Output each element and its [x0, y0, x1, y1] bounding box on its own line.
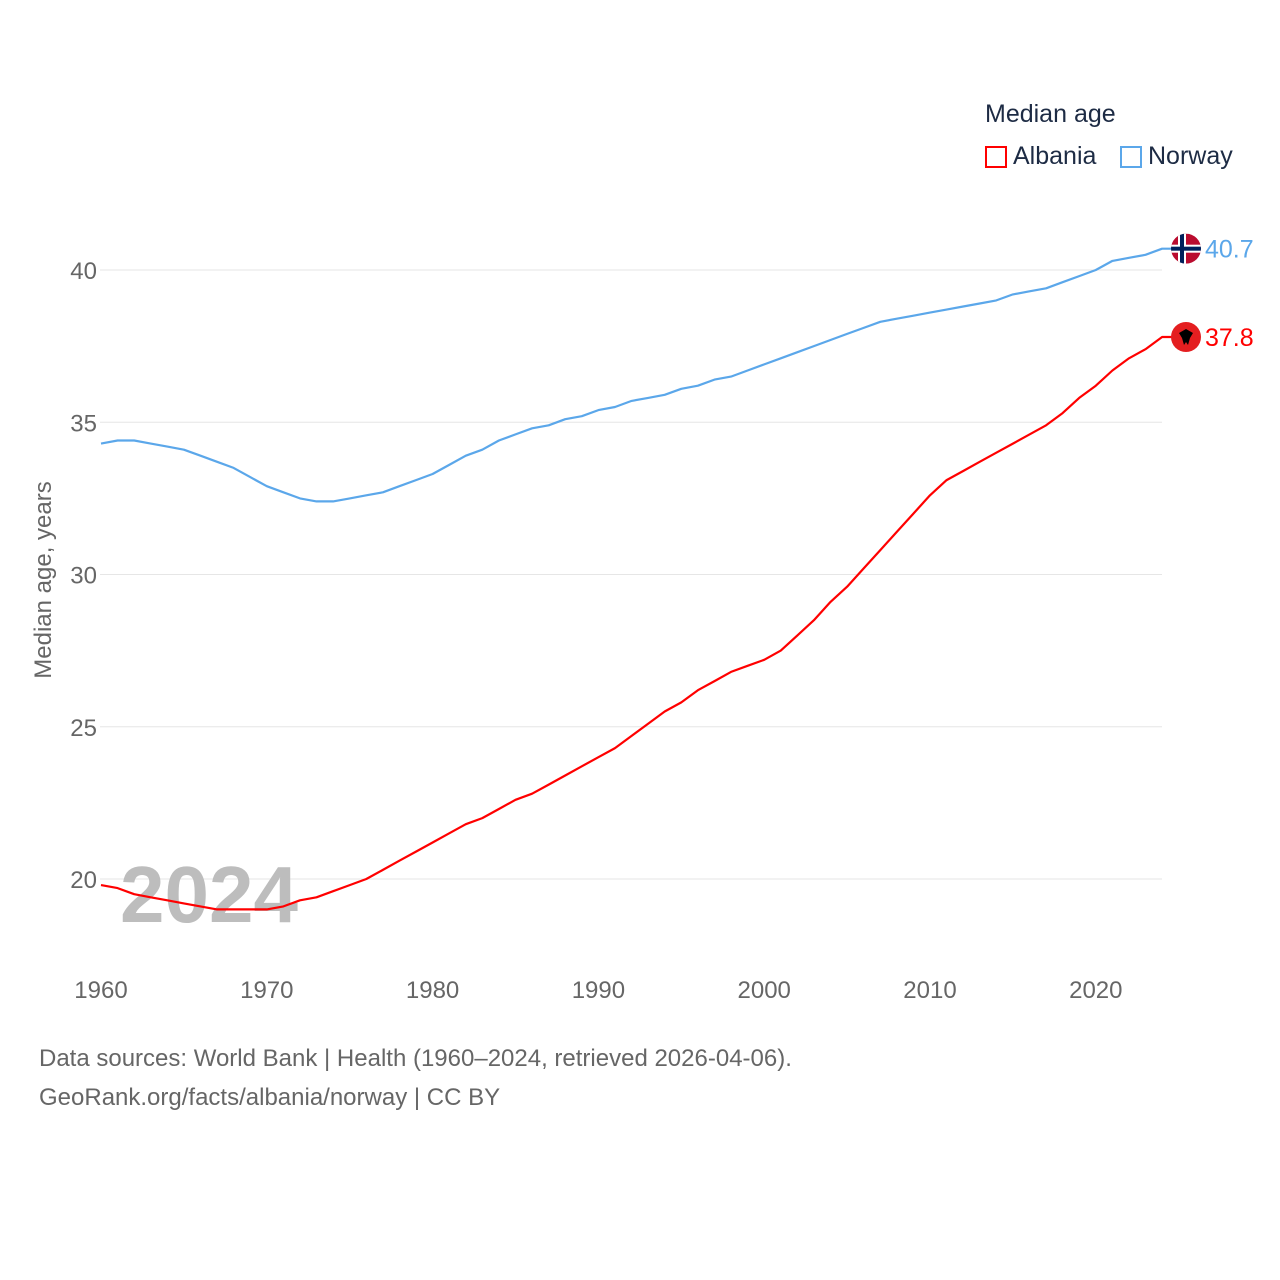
series-lines — [100, 247, 1172, 911]
footer-credit[interactable]: GeoRank.org/facts/albania/norway | CC BY — [39, 1084, 501, 1111]
y-tick-label: 30 — [70, 563, 97, 590]
y-axis: 20 25 30 35 40 — [70, 258, 97, 894]
legend-title: Median age — [985, 100, 1116, 128]
y-tick-label: 35 — [70, 410, 97, 437]
series-line-albania[interactable] — [100, 335, 1172, 911]
x-tick-label: 1980 — [406, 977, 459, 1004]
norway-flag-icon — [1171, 233, 1201, 264]
legend-label-norway: Norway — [1148, 142, 1233, 170]
x-tick-label: 2000 — [738, 977, 791, 1004]
x-tick-label: 2020 — [1069, 977, 1122, 1004]
y-tick-label: 25 — [70, 715, 97, 742]
y-axis-label: Median age, years — [30, 481, 57, 678]
legend-swatch-albania — [985, 145, 1007, 168]
grid — [100, 269, 1162, 880]
end-value-albania: 37.8 — [1205, 324, 1254, 352]
x-tick-label: 1970 — [240, 977, 293, 1004]
x-axis: 1960 1970 1980 1990 2000 2010 2020 — [74, 977, 1122, 1004]
legend-swatch-norway — [1120, 145, 1142, 168]
x-tick-label: 1990 — [572, 977, 625, 1004]
y-tick-label: 40 — [70, 258, 97, 285]
x-tick-label: 2010 — [903, 977, 956, 1004]
legend-label-albania: Albania — [1013, 142, 1097, 170]
watermark-year: 2024 — [120, 850, 298, 939]
end-value-norway: 40.7 — [1205, 236, 1254, 264]
legend-item-norway[interactable]: Norway — [1120, 142, 1233, 171]
y-tick-label: 20 — [70, 867, 97, 894]
albania-flag-icon — [1171, 321, 1201, 352]
legend-item-albania[interactable]: Albania — [985, 142, 1096, 171]
end-labels: 37.8 40.7 — [1171, 233, 1254, 352]
series-line-norway[interactable] — [100, 247, 1172, 503]
x-tick-label: 1960 — [74, 977, 127, 1004]
footer-sources: Data sources: World Bank | Health (1960–… — [39, 1045, 792, 1072]
